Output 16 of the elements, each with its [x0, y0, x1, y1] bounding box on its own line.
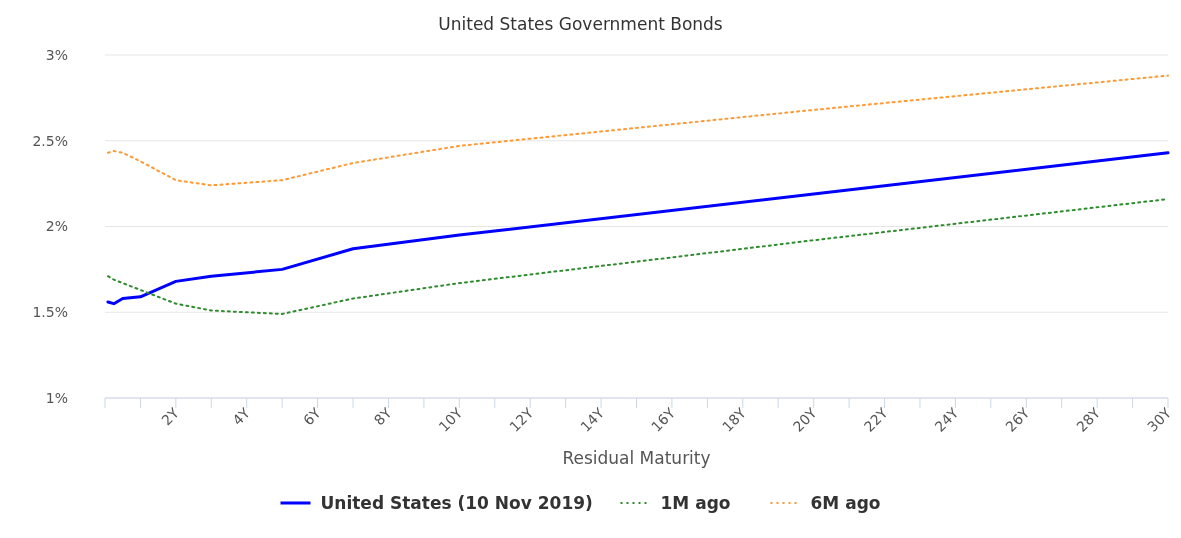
- x-tick-label: 6Y: [300, 404, 325, 429]
- chart-title: United States Government Bonds: [438, 14, 723, 34]
- x-axis-title: Residual Maturity: [562, 448, 711, 468]
- y-tick-label: 3%: [45, 46, 68, 63]
- y-tick-label: 2.5%: [32, 132, 68, 149]
- y-tick-label: 1.5%: [32, 304, 68, 321]
- legend-label: United States (10 Nov 2019): [320, 492, 593, 513]
- y-tick-label: 1%: [45, 389, 68, 406]
- line-series: [106, 151, 1170, 306]
- line-series: [106, 74, 1169, 187]
- legend-label: 1M ago: [660, 492, 731, 513]
- x-tick-label: 8Y: [370, 404, 395, 429]
- y-tick-label: 2%: [45, 218, 68, 235]
- x-tick-label: 4Y: [229, 404, 254, 429]
- legend-label: 6M ago: [810, 492, 881, 513]
- x-tick-label: 2Y: [158, 404, 183, 429]
